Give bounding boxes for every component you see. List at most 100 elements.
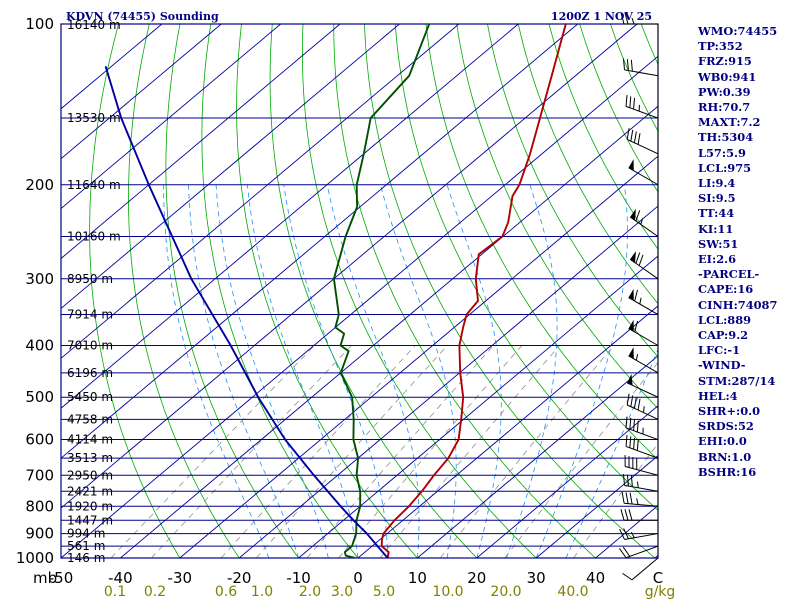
- isotherm-line: [535, 455, 658, 558]
- pressure-tick-label: 800: [25, 497, 54, 515]
- height-label: 11640 m: [67, 178, 121, 192]
- mixing-ratio-unit-label: g/kg: [645, 584, 676, 600]
- dry-adiabat-line: [236, 24, 418, 558]
- height-label: 994 m: [67, 527, 105, 541]
- mixing-ratio-tick-label: 10.0: [432, 584, 463, 600]
- isobars: [61, 23, 658, 559]
- mixing-ratio-tick-label: 0.2: [144, 584, 166, 600]
- index-item: L57:5.9: [698, 145, 746, 160]
- isotherm-line: [61, 24, 281, 210]
- mixing-ratio-tick-label: 0.1: [104, 584, 126, 600]
- height-label: 7010 m: [67, 339, 113, 353]
- wind-barb: [626, 393, 659, 420]
- isotherm-line: [61, 55, 658, 558]
- height-label: 3513 m: [67, 451, 113, 465]
- index-item: SI:9.5: [698, 191, 736, 206]
- index-item: LCL:975: [698, 160, 752, 175]
- moist-adiabats: [163, 184, 658, 558]
- dry-adiabats: [89, 12, 800, 569]
- mixing-ratio-tick-label: 40.0: [557, 584, 588, 600]
- wind-barb: [628, 347, 659, 374]
- dewpoint-line: [332, 24, 431, 558]
- height-label: 6196 m: [67, 366, 113, 380]
- index-item: EHI:0.0: [698, 434, 747, 449]
- index-item: CAP:9.2: [698, 328, 749, 343]
- isotherm-line: [238, 205, 658, 558]
- dry-adiabat-line: [333, 24, 597, 558]
- pressure-tick-label: 600: [25, 431, 54, 449]
- dry-adiabat-line: [548, 24, 658, 250]
- plot-frame: [60, 23, 659, 559]
- moist-adiabat-line: [565, 348, 658, 558]
- pressure-tick-label: 900: [25, 525, 54, 543]
- index-item: LCL:889: [698, 312, 752, 327]
- mixing-ratio-line: [110, 345, 315, 558]
- wind-barb: [628, 288, 659, 315]
- temperature-tick-label: 0: [353, 569, 363, 587]
- wind-barb: [619, 528, 659, 540]
- pressure-unit-label: mb: [33, 569, 57, 587]
- wind-barb: [620, 509, 658, 521]
- temperature-tick-label: 30: [527, 569, 546, 587]
- moist-adiabat-line: [215, 184, 329, 558]
- isotherm-line: [298, 255, 658, 558]
- moist-adiabat-line: [163, 184, 270, 558]
- height-label: 561 m: [67, 539, 105, 553]
- dry-adiabat-line: [89, 24, 181, 558]
- temperature-tick-label: -50: [49, 569, 74, 587]
- wind-barb: [625, 435, 659, 459]
- index-item: TH:5304: [698, 130, 754, 145]
- isotherm-line: [179, 155, 658, 558]
- dry-adiabat-line: [788, 12, 800, 569]
- wind-barb: [624, 455, 659, 476]
- index-item: TP:352: [698, 39, 743, 54]
- index-item: PW:0.39: [698, 84, 751, 99]
- mixing-ratio-tick-label: 1.0: [251, 584, 273, 600]
- chart-title: KDVN (74455) Sounding: [66, 10, 219, 23]
- index-item: CINH:74087: [698, 297, 778, 312]
- plot-border: [60, 23, 659, 559]
- index-item: STM:287/14: [698, 373, 776, 388]
- isotherm-line: [417, 355, 658, 558]
- pressure-tick-label: 300: [25, 270, 54, 288]
- mixing-ratio-tick-label: 20.0: [490, 584, 521, 600]
- moist-adiabat-line: [506, 184, 558, 558]
- mixing-ratio-tick-label: 2.0: [299, 584, 321, 600]
- index-item: FRZ:915: [698, 54, 752, 69]
- isotherm-line: [61, 24, 222, 160]
- isotherm-line: [61, 24, 578, 459]
- wind-barb: [620, 12, 658, 25]
- height-label: 10160 m: [67, 229, 121, 243]
- dry-adiabat-line: [456, 24, 658, 410]
- isotherm-line: [120, 105, 658, 558]
- pressure-tick-label: 400: [25, 337, 54, 355]
- wind-barb: [622, 58, 659, 77]
- dry-adiabat-line: [301, 24, 537, 558]
- temperature-tick-label: 20: [467, 569, 486, 587]
- isotherm-line: [357, 305, 658, 558]
- index-item: BRN:1.0: [698, 449, 752, 464]
- index-item: WMO:74455: [698, 24, 778, 38]
- wind-barb: [625, 416, 659, 441]
- wind-barb: [626, 128, 659, 155]
- index-item: -PARCEL-: [698, 267, 760, 282]
- height-label: 4758 m: [67, 412, 113, 426]
- temperature-tick-label: 40: [586, 569, 605, 587]
- height-label: 7914 m: [67, 308, 113, 322]
- dry-adiabat-line: [394, 24, 658, 511]
- index-item: LI:9.4: [698, 176, 736, 191]
- index-item: MAXT:7.2: [698, 115, 761, 130]
- height-label: 1920 m: [67, 499, 113, 513]
- wind-barb: [622, 473, 659, 492]
- pressure-tick-label: 200: [25, 176, 54, 194]
- mixing-ratio-line: [439, 345, 615, 558]
- index-item: TT:44: [698, 206, 735, 221]
- isotherm-line: [61, 24, 341, 260]
- index-item: HEL:4: [698, 388, 738, 403]
- height-label: 4114 m: [67, 433, 113, 447]
- wind-barb: [629, 251, 659, 280]
- wind-barb: [626, 373, 659, 398]
- wind-barb: [619, 545, 659, 559]
